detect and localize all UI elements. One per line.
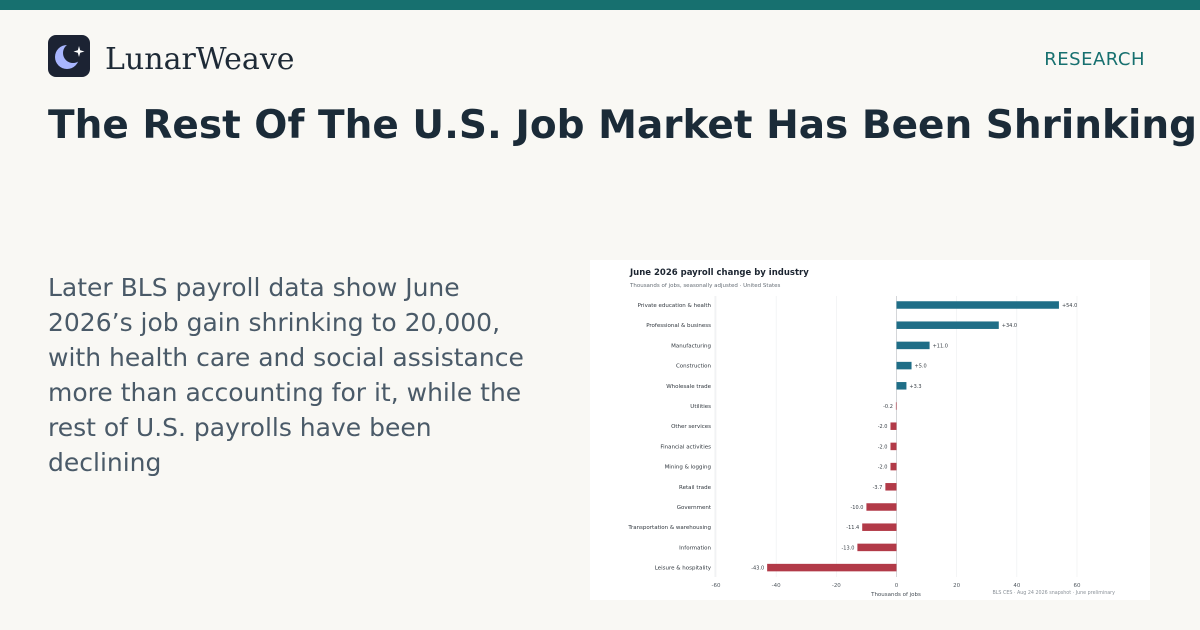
- category-label: Financial activities: [660, 444, 711, 450]
- bar-value-label: -11.4: [846, 525, 859, 531]
- bar: [890, 442, 897, 451]
- category-label: Information: [679, 545, 711, 551]
- bar-value-label: +5.0: [915, 364, 927, 370]
- category-label: Government: [677, 505, 712, 511]
- bar-value-label: -0.2: [883, 404, 893, 410]
- bar: [857, 543, 897, 552]
- x-tick-label: 20: [953, 583, 960, 589]
- article-summary: Later BLS payroll data show June 2026’s …: [48, 273, 524, 477]
- payroll-bar-chart: June 2026 payroll change by industry Tho…: [622, 260, 1117, 600]
- bar: [890, 422, 897, 430]
- bar-value-label: -13.0: [841, 545, 854, 551]
- headline: The Rest Of The U.S. Job Market Has Been…: [48, 103, 1198, 148]
- category-label: Manufacturing: [671, 343, 711, 349]
- category-label: Professional & business: [646, 323, 711, 329]
- bar-value-label: +11.0: [933, 343, 948, 349]
- category-label: Wholesale trade: [666, 384, 711, 390]
- x-tick-label: -60: [712, 583, 721, 589]
- bar-value-label: -2.0: [878, 444, 888, 450]
- bar: [890, 462, 897, 471]
- bar-value-label: -2.0: [878, 465, 888, 471]
- category-label: Private education & health: [638, 303, 712, 309]
- category-label: Transportation & warehousing: [627, 525, 711, 531]
- bar: [896, 301, 1059, 309]
- brand-name[interactable]: LunarWeave: [105, 42, 295, 77]
- bar-value-label: -3.7: [873, 485, 883, 491]
- bar-value-label: +54.0: [1062, 303, 1077, 309]
- x-tick-label: 40: [1013, 583, 1020, 589]
- section-link-research[interactable]: RESEARCH: [1044, 49, 1145, 70]
- chart-panel: June 2026 payroll change by industry Tho…: [590, 260, 1150, 600]
- bar-value-label: -43.0: [751, 566, 764, 572]
- bar: [885, 483, 897, 491]
- x-tick-label: 0: [895, 583, 899, 589]
- category-label: Retail trade: [679, 485, 712, 491]
- logo-moon-icon[interactable]: [48, 35, 90, 77]
- x-axis-title: Thousands of jobs: [870, 592, 921, 598]
- bar-value-label: +34.0: [1002, 323, 1017, 329]
- top-accent-bar: [0, 0, 1200, 10]
- category-label: Mining & logging: [665, 465, 711, 471]
- category-label: Leisure & hospitality: [655, 566, 712, 572]
- category-label: Other services: [671, 424, 711, 430]
- bar-value-label: -10.0: [850, 505, 863, 511]
- chart-title: June 2026 payroll change by industry: [629, 268, 809, 278]
- bar: [896, 341, 930, 350]
- bar: [767, 563, 897, 572]
- bar-value-label: -2.0: [878, 424, 888, 430]
- x-tick-label: -20: [832, 583, 841, 589]
- chart-source-note: BLS CES · Aug 24 2026 snapshot · June pr…: [992, 590, 1115, 596]
- bar: [895, 402, 897, 410]
- category-label: Construction: [676, 364, 712, 370]
- chart-subtitle: Thousands of jobs, seasonally adjusted ·…: [629, 283, 780, 289]
- bar-value-label: +3.3: [909, 384, 921, 390]
- x-tick-label: -40: [772, 583, 781, 589]
- bar: [866, 503, 897, 511]
- bar: [862, 523, 897, 531]
- category-label: Utilities: [690, 404, 711, 410]
- chart-plot-background: [622, 260, 1117, 600]
- bar: [896, 361, 912, 370]
- bar: [896, 321, 999, 329]
- x-tick-label: 60: [1074, 583, 1081, 589]
- bar: [896, 382, 907, 390]
